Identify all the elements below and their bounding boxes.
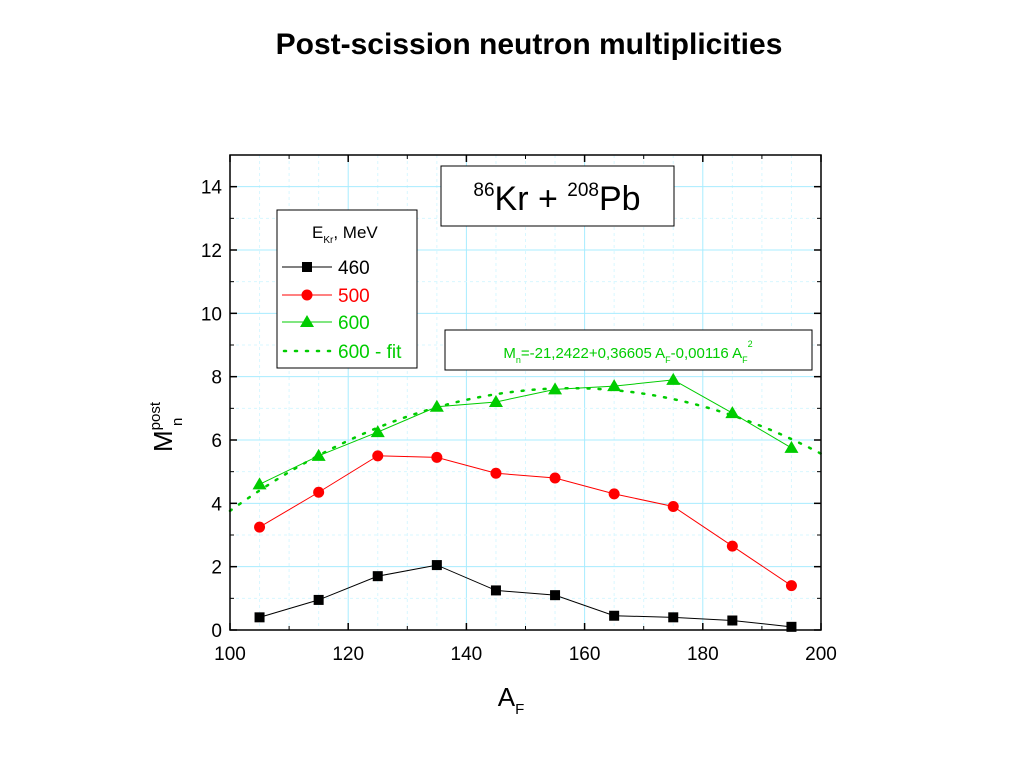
legend-marker — [301, 289, 313, 301]
y-tick-label: 12 — [201, 241, 222, 262]
y-tick-label: 4 — [211, 494, 222, 515]
slide-title: Post-scission neutron multiplicities — [275, 28, 783, 61]
series-line — [259, 379, 792, 485]
data-point — [429, 399, 444, 412]
data-point — [313, 594, 324, 605]
data-point — [548, 382, 563, 395]
data-point — [609, 610, 620, 621]
legend-marker — [300, 315, 314, 327]
axis-ticks: 100 120 140 160 180 200 0 2 4 6 8 10 12 14 — [201, 155, 837, 665]
reaction-label: 86Kr + 208Pb — [473, 180, 640, 218]
data-point — [549, 472, 561, 484]
y-axis-label: Mpost n — [147, 401, 186, 452]
y-tick-label: 10 — [201, 304, 222, 325]
legend-box — [276, 209, 418, 369]
data-point — [254, 521, 266, 533]
fit-formula: Mn=-21,2422+0,36605 AF-0,00116 AF2 — [503, 339, 752, 365]
legend-entry: 500 — [282, 286, 370, 307]
data-point — [725, 406, 740, 419]
reaction-box — [440, 165, 675, 227]
x-tick-label: 100 — [214, 644, 246, 665]
series-layer — [252, 372, 799, 632]
fit-formula-box — [444, 329, 813, 371]
x-tick-label: 140 — [451, 644, 483, 665]
y-tick-label: 8 — [211, 368, 222, 389]
data-point — [726, 540, 738, 552]
data-point — [311, 448, 326, 461]
y-tick-label: 6 — [211, 431, 222, 452]
legend: EKr, MeV 460 500 600 600 - fit — [276, 209, 418, 369]
legend-entry: 600 — [282, 313, 370, 334]
data-point — [372, 450, 384, 462]
y-tick-label: 14 — [201, 178, 223, 199]
legend-marker — [302, 262, 312, 272]
data-point — [668, 612, 679, 623]
legend-label: 460 — [338, 258, 370, 279]
data-point — [786, 621, 797, 632]
data-point — [490, 467, 502, 479]
x-tick-label: 160 — [569, 644, 601, 665]
data-point — [666, 372, 681, 385]
series-line — [259, 564, 792, 628]
x-tick-label: 200 — [805, 644, 837, 665]
series-500 — [254, 450, 797, 592]
series-460 — [254, 560, 797, 632]
data-point — [550, 590, 561, 601]
legend-label: 600 — [338, 313, 370, 334]
data-point — [313, 486, 325, 498]
y-tick-label: 2 — [211, 558, 222, 579]
data-point — [254, 612, 265, 623]
series-line — [259, 455, 792, 587]
x-tick-label: 120 — [332, 644, 364, 665]
y-tick-label: 0 — [211, 621, 222, 642]
data-point — [431, 451, 443, 463]
legend-entry: 600 - fit — [282, 342, 402, 363]
x-tick-label: 180 — [687, 644, 719, 665]
data-point — [431, 560, 442, 571]
data-point — [490, 585, 501, 596]
series-600 — [252, 372, 799, 490]
data-point — [667, 501, 679, 512]
legend-label: 600 - fit — [338, 342, 402, 363]
legend-title: EKr, MeV — [312, 223, 378, 246]
data-point — [252, 477, 267, 490]
data-point — [372, 571, 383, 582]
data-point — [785, 580, 797, 592]
data-point — [488, 395, 503, 407]
data-point — [607, 379, 622, 392]
legend-label: 500 — [338, 286, 370, 307]
legend-entry: 460 — [282, 258, 370, 279]
data-point — [784, 440, 799, 453]
data-point — [727, 615, 738, 626]
data-point — [370, 425, 385, 438]
x-axis-label: AF — [498, 682, 525, 718]
data-point — [608, 488, 620, 500]
